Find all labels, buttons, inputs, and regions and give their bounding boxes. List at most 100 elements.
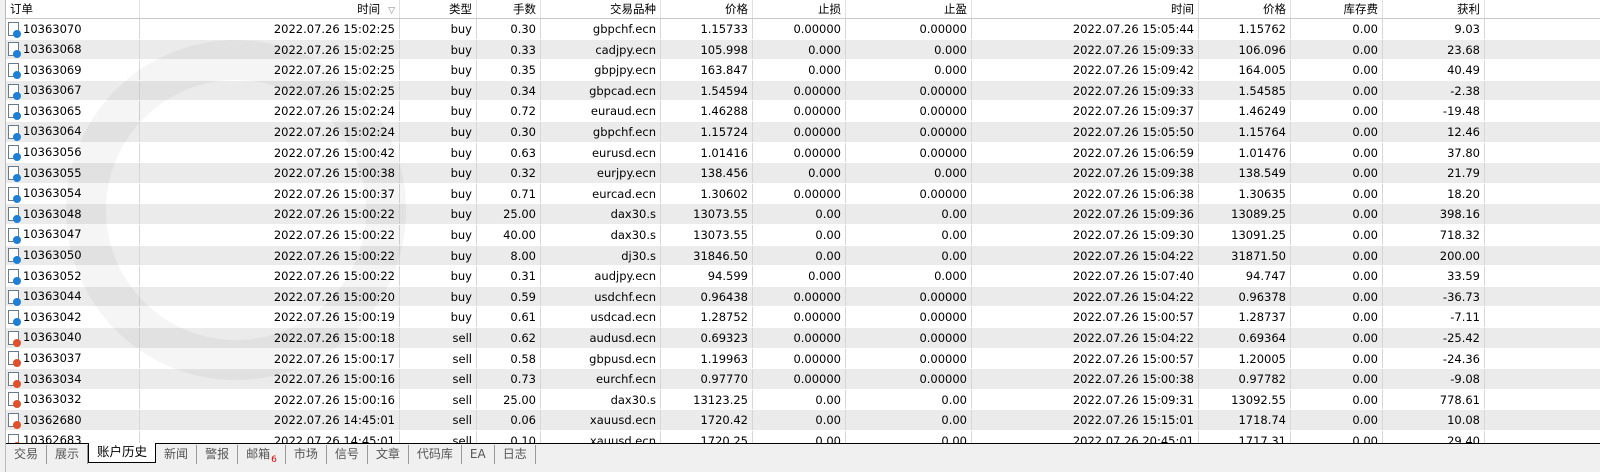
table-row[interactable]: 10363056 2022.07.26 15:00:42 buy 0.63 eurusd… [6, 142, 1600, 164]
column-header[interactable]: 时间 ▽ [140, 0, 400, 18]
tab-2[interactable]: 账户历史 [88, 443, 157, 463]
cell: gbpusd.ecn [541, 348, 661, 369]
cell: 0.72 [477, 101, 541, 121]
cell: 2022.07.26 20:45:01 [972, 430, 1199, 443]
cell: 1.15764 [1199, 121, 1291, 142]
column-header[interactable]: 手数 [477, 0, 541, 18]
tab-4[interactable]: 警报 [197, 445, 239, 464]
cell: 0.00 [753, 204, 846, 224]
table-row[interactable]: 10363064 2022.07.26 15:02:24 buy 0.30 gbpchf… [6, 121, 1600, 143]
cell: -7.11 [1383, 307, 1485, 327]
cell: 2022.07.26 15:02:25 [140, 60, 400, 80]
cell: 0.00000 [846, 80, 972, 101]
tab-3[interactable]: 新闻 [156, 445, 198, 464]
table-row[interactable]: 10363034 2022.07.26 15:00:16 sell 0.73 eurch… [6, 369, 1600, 390]
table-row[interactable]: 10363048 2022.07.26 15:00:22 buy 25.00 dax30… [6, 204, 1600, 225]
sell-order-icon [8, 392, 21, 409]
table-row[interactable]: 10363050 2022.07.26 15:00:22 buy 8.00 dj30.s… [6, 245, 1600, 267]
tab-label: 邮箱 [246, 447, 271, 461]
cell: 0.62 [477, 327, 541, 348]
table-row[interactable]: 10363070 2022.07.26 15:02:25 buy 0.30 gbpchf… [6, 19, 1600, 40]
column-header[interactable]: 价格 [1199, 0, 1291, 18]
cell: 0.61 [477, 307, 541, 327]
cell: 2022.07.26 15:00:38 [972, 369, 1199, 389]
order-cell: 10363042 [6, 307, 140, 327]
cell: 0.00 [753, 410, 846, 430]
cell: buy [400, 245, 477, 266]
cell: eurjpy.ecn [541, 163, 661, 183]
table-row[interactable]: 10363042 2022.07.26 15:00:19 buy 0.61 usdcad… [6, 307, 1600, 328]
column-header[interactable]: 止盈 [846, 0, 972, 18]
order-number: 10363047 [23, 227, 82, 242]
order-number: 10363069 [23, 62, 82, 77]
column-header[interactable]: 订单 [6, 0, 140, 18]
table-row[interactable]: 10363032 2022.07.26 15:00:16 sell 25.00 dax3… [6, 389, 1600, 411]
cell: 2022.07.26 15:09:30 [972, 224, 1199, 245]
empty-cell [1485, 122, 1600, 142]
order-number: 10362680 [23, 412, 82, 427]
column-header[interactable]: 时间 [972, 0, 1199, 18]
column-header[interactable]: 止损 [753, 0, 846, 18]
table-row[interactable]: 10363040 2022.07.26 15:00:18 sell 0.62 audus… [6, 327, 1600, 349]
buy-order-icon [8, 83, 21, 100]
cell: 0.31 [477, 266, 541, 286]
column-header-label: 止损 [818, 2, 841, 16]
buy-order-icon [8, 21, 21, 38]
cell: xauusd.ecn [541, 410, 661, 430]
column-header[interactable]: 库存费 [1291, 0, 1383, 18]
tab-11[interactable]: 日志 [495, 445, 536, 464]
tab-9[interactable]: 代码库 [409, 445, 462, 464]
cell: usdcad.ecn [541, 307, 661, 327]
cell: euraud.ecn [541, 101, 661, 121]
cell: dax30.s [541, 204, 661, 224]
column-header[interactable]: 类型 [400, 0, 477, 18]
cell: 0.000 [846, 163, 972, 183]
tab-10[interactable]: EA [462, 445, 495, 464]
tab-7[interactable]: 信号 [327, 445, 368, 464]
empty-cell [1485, 410, 1600, 430]
cell: 0.00000 [753, 80, 846, 101]
cell: 13123.25 [661, 389, 753, 410]
table-row[interactable]: 10363044 2022.07.26 15:00:20 buy 0.59 usdchf… [6, 286, 1600, 308]
column-header[interactable]: 交易品种 [541, 0, 661, 18]
column-header-label: 获利 [1457, 2, 1480, 16]
table-row[interactable]: 10363052 2022.07.26 15:00:22 buy 0.31 audjpy… [6, 266, 1600, 287]
column-header-label: 时间 [1171, 2, 1194, 16]
tab-1[interactable]: 展示 [47, 445, 89, 464]
cell: 0.00000 [846, 369, 972, 389]
cell: 1717.31 [1199, 430, 1291, 443]
cell: 1.30602 [661, 183, 753, 204]
table-row[interactable]: 10363055 2022.07.26 15:00:38 buy 0.32 eurjpy… [6, 163, 1600, 184]
order-cell: 10363047 [6, 224, 140, 245]
cell: 1.46249 [1199, 101, 1291, 121]
tab-5[interactable]: 邮箱6 [238, 445, 286, 465]
table-row[interactable]: 10363037 2022.07.26 15:00:17 sell 0.58 gbpus… [6, 348, 1600, 370]
tab-6[interactable]: 市场 [286, 445, 327, 464]
cell: 0.35 [477, 60, 541, 80]
tab-0[interactable]: 交易 [6, 445, 48, 464]
cell: 94.599 [661, 266, 753, 286]
tab-8[interactable]: 文章 [368, 445, 409, 464]
cell: 2022.07.26 14:45:01 [140, 430, 400, 443]
cell: 2022.07.26 15:06:59 [972, 142, 1199, 163]
table-row[interactable]: 10363054 2022.07.26 15:00:37 buy 0.71 eurcad… [6, 183, 1600, 205]
table-row[interactable]: 10363068 2022.07.26 15:02:25 buy 0.33 cadjpy… [6, 39, 1600, 61]
cell: 2022.07.26 15:04:22 [972, 286, 1199, 307]
column-header[interactable]: 价格 [661, 0, 753, 18]
order-cell: 10363034 [6, 369, 140, 389]
column-header[interactable]: 获利 [1383, 0, 1485, 18]
table-row[interactable]: 10362683 2022.07.26 14:45:01 sell 0.10 xauus… [6, 430, 1600, 443]
tab-label: 展示 [55, 447, 80, 461]
cell: audusd.ecn [541, 327, 661, 348]
cell: 163.847 [661, 60, 753, 80]
order-cell: 10363048 [6, 204, 140, 224]
cell: 9.03 [1383, 19, 1485, 39]
table-row[interactable]: 10363065 2022.07.26 15:02:24 buy 0.72 euraud… [6, 101, 1600, 122]
cell: dj30.s [541, 245, 661, 266]
table-row[interactable]: 10363067 2022.07.26 15:02:25 buy 0.34 gbpcad… [6, 80, 1600, 102]
table-row[interactable]: 10363047 2022.07.26 15:00:22 buy 40.00 dax30… [6, 224, 1600, 246]
cell: 0.00000 [846, 183, 972, 204]
table-row[interactable]: 10362680 2022.07.26 14:45:01 sell 0.06 xauus… [6, 410, 1600, 431]
cell: buy [400, 163, 477, 183]
table-row[interactable]: 10363069 2022.07.26 15:02:25 buy 0.35 gbpjpy… [6, 60, 1600, 81]
